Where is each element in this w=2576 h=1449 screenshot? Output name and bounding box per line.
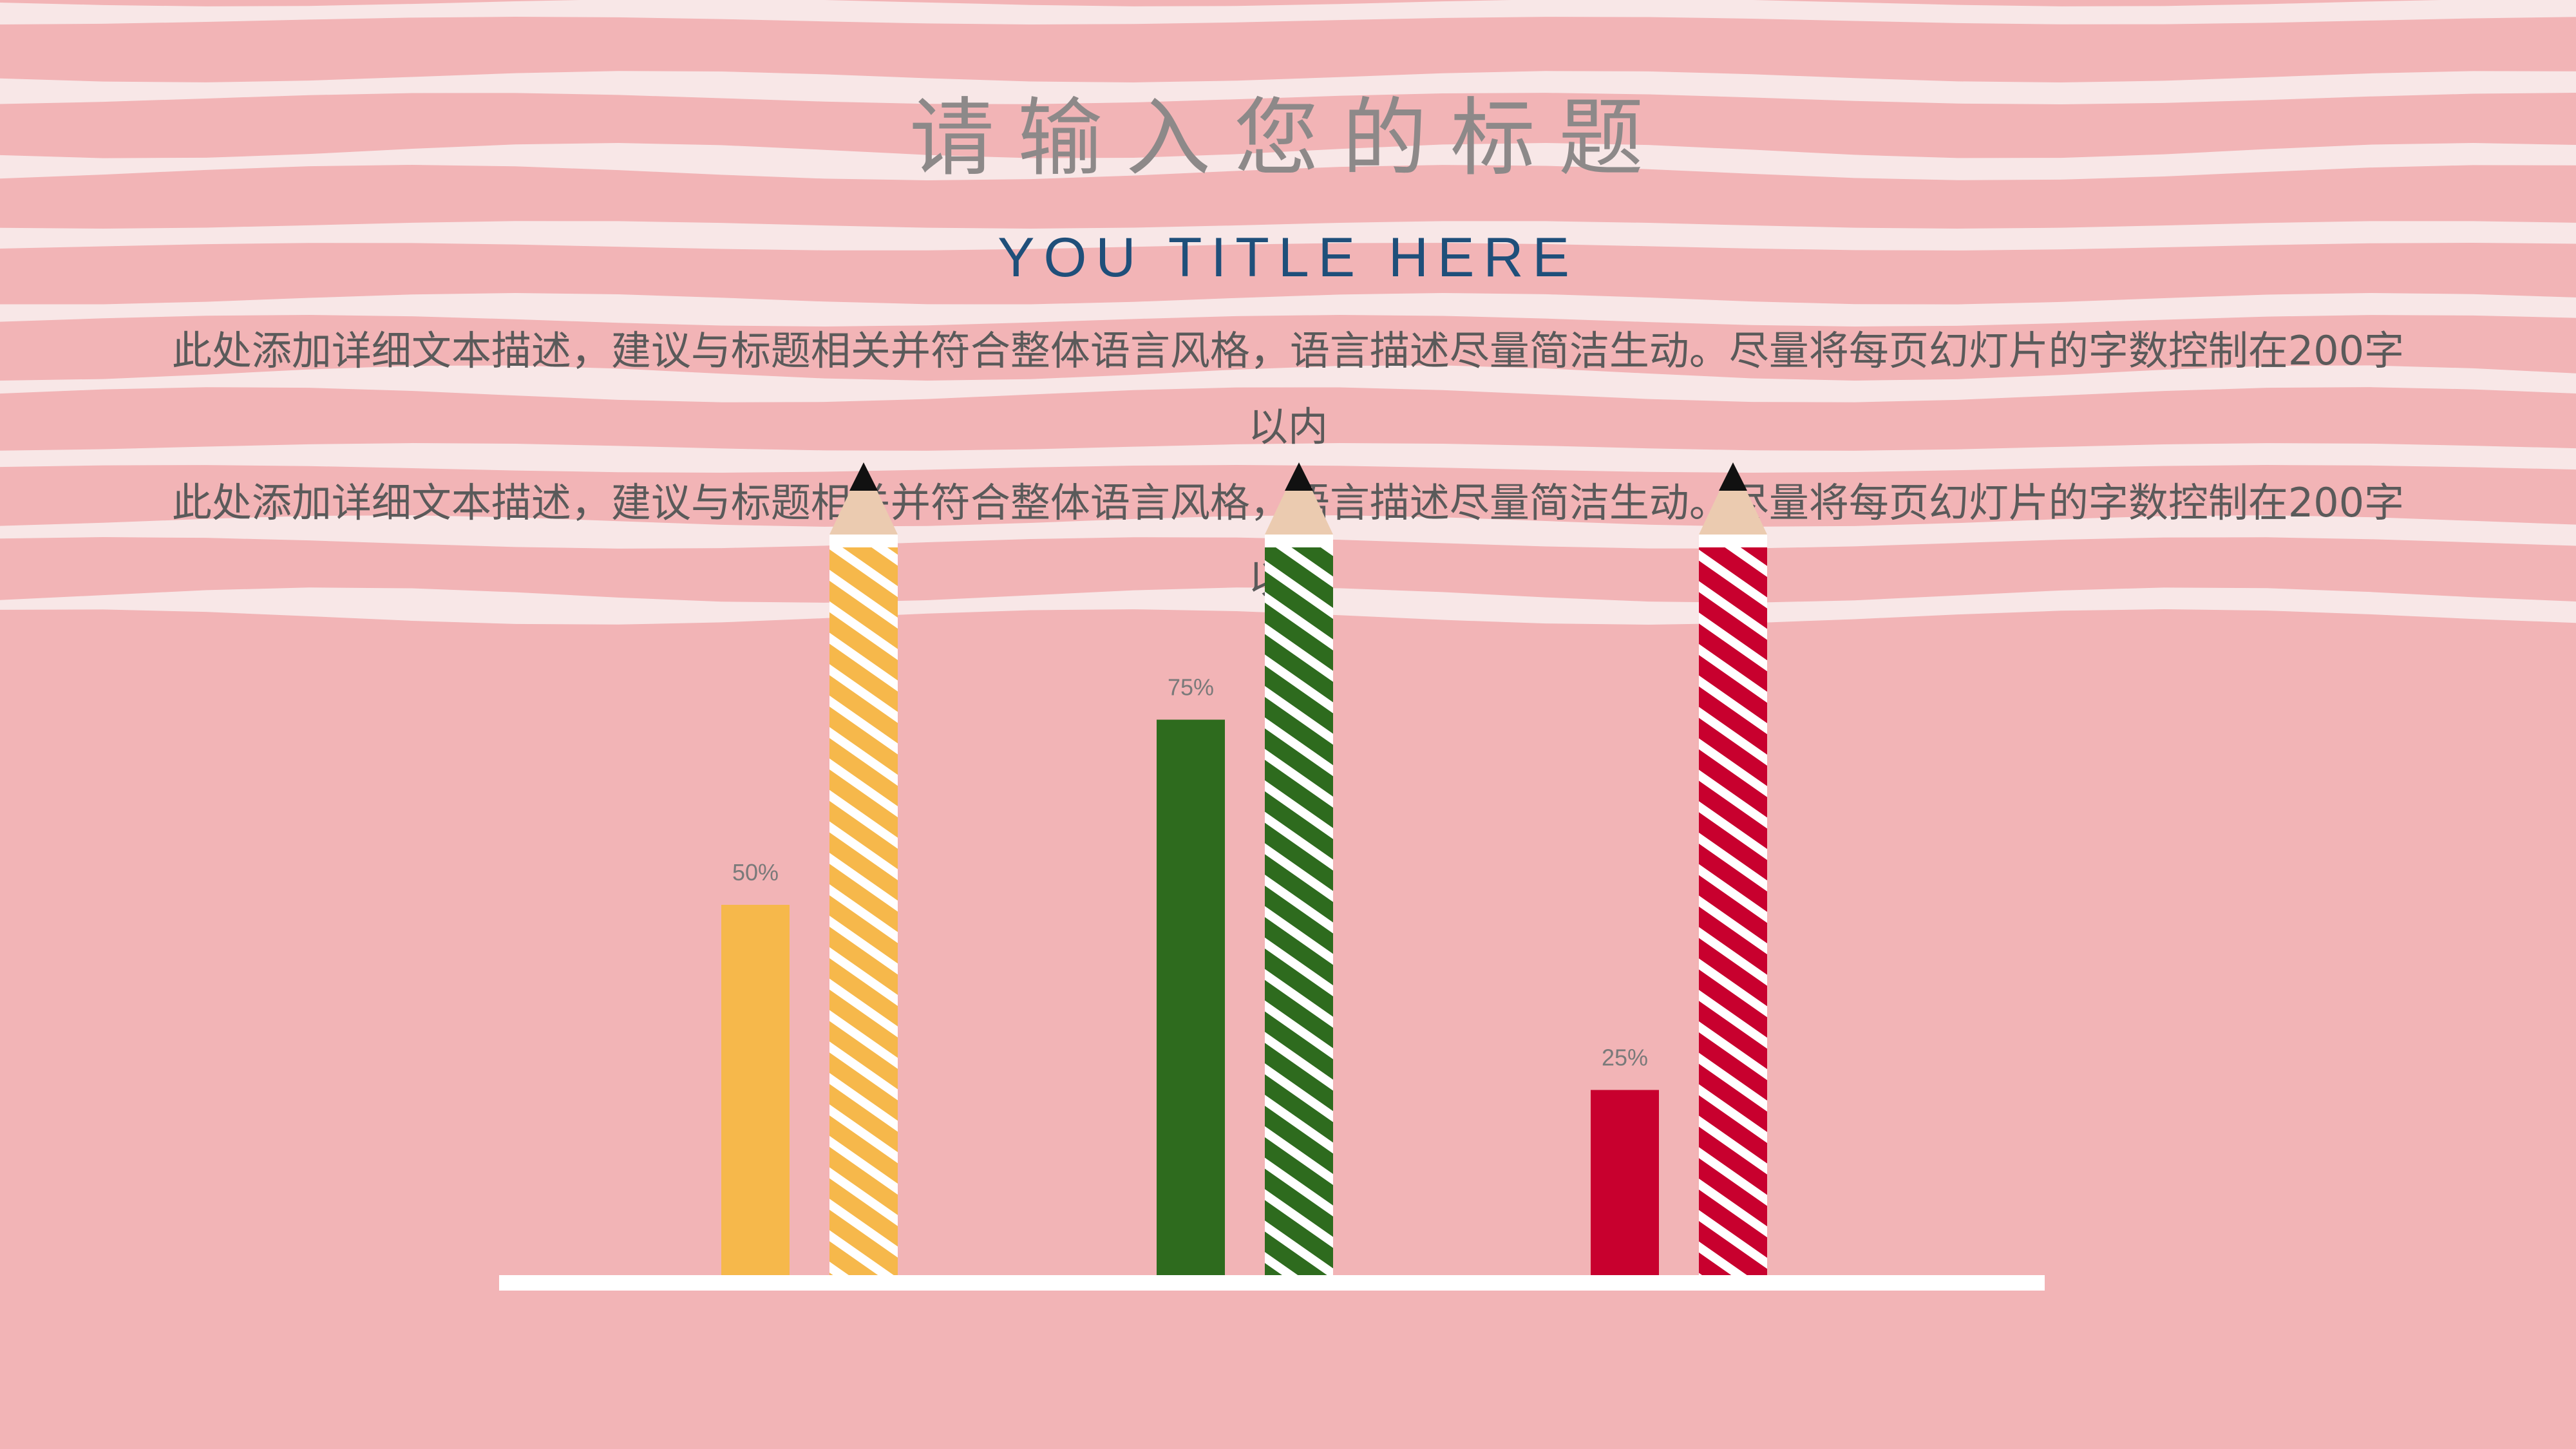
data-label: 75%: [1168, 674, 1214, 701]
bar-75%: [1157, 719, 1225, 1275]
description-paragraph-1: 此处添加详细文本描述，建议与标题相关并符合整体语言风格，语言描述尽量简洁生动。尽…: [171, 327, 2405, 450]
background-stripe: [0, 365, 2576, 402]
bar-25%: [1591, 1090, 1659, 1275]
pencil-body: [1265, 535, 1333, 1275]
background-stripe: [0, 293, 2576, 327]
background-stripe: [0, 0, 2576, 24]
pencil-body: [829, 535, 898, 1275]
page-subtitle: YOU TITLE HERE: [998, 227, 1578, 289]
pencil-tip: [1265, 462, 1333, 535]
background-stripe: [0, 143, 2576, 180]
data-label: 50%: [732, 859, 779, 886]
pencil-band: [1699, 535, 1767, 547]
background-stripe: [0, 221, 2576, 251]
background-stripe: [0, 71, 2576, 104]
pencil-lead: [1285, 462, 1313, 491]
pencil-band: [829, 535, 898, 547]
pencil-tip: [829, 462, 898, 535]
data-label: 25%: [1602, 1045, 1648, 1071]
page-title: 请输入您的标题: [909, 89, 1667, 188]
pencil-lead: [849, 462, 878, 491]
pencil-lead: [1719, 462, 1747, 491]
bar-50%: [721, 905, 790, 1275]
chart-baseline: [499, 1275, 2045, 1291]
pencil-body: [1699, 535, 1767, 1275]
pencil-tip: [1699, 462, 1767, 535]
pencil-band: [1265, 535, 1333, 547]
background-stripe: [0, 443, 2576, 473]
